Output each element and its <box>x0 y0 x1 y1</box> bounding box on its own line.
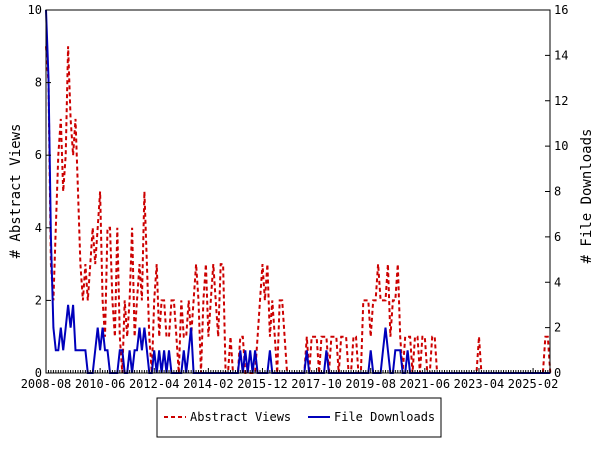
y-right-tick-label: 16 <box>554 3 568 17</box>
series-line-file-downloads <box>45 9 551 374</box>
legend-box <box>156 397 442 438</box>
legend: Abstract Views File Downloads <box>156 397 442 438</box>
y-left-tick-label: 2 <box>35 293 42 307</box>
x-tick-label: 2014-02 <box>183 377 234 391</box>
x-tick-label: 2019-08 <box>345 377 396 391</box>
series-line-abstract-views <box>45 46 552 374</box>
x-tick-label: 2015-12 <box>237 377 288 391</box>
y-right-tick-label: 12 <box>554 94 568 108</box>
x-tick-label: 2008-08 <box>21 377 72 391</box>
y-right-tick-label: 10 <box>554 139 568 153</box>
x-tick-label: 2017-10 <box>291 377 342 391</box>
y-right-tick-label: 6 <box>554 230 561 244</box>
y-left-tick-label: 0 <box>35 366 42 380</box>
legend-label-views: Abstract Views <box>190 410 291 424</box>
legend-label-downloads: File Downloads <box>334 410 435 424</box>
x-tick-label: 2021-06 <box>400 377 451 391</box>
x-tick-label: 2023-04 <box>454 377 505 391</box>
y-left-tick-label: 4 <box>35 221 42 235</box>
y-left-tick-label: 10 <box>28 3 42 17</box>
y-left-tick-label: 8 <box>35 76 42 90</box>
y-left-tick-label: 6 <box>35 148 42 162</box>
x-tick-label: 2012-04 <box>129 377 180 391</box>
y-right-tick-label: 2 <box>554 321 561 335</box>
plot-frame <box>45 9 551 374</box>
y-right-tick-label: 4 <box>554 275 561 289</box>
y-right-tick-label: 8 <box>554 185 561 199</box>
y-axis-left-label: # Abstract Views <box>8 124 24 259</box>
y-right-tick-label: 0 <box>554 366 561 380</box>
y-axis-right-label: # File Downloads <box>579 129 595 264</box>
x-tick-label: 2010-06 <box>75 377 126 391</box>
x-tick-label: 2025-02 <box>508 377 559 391</box>
y-right-tick-label: 14 <box>554 48 568 62</box>
